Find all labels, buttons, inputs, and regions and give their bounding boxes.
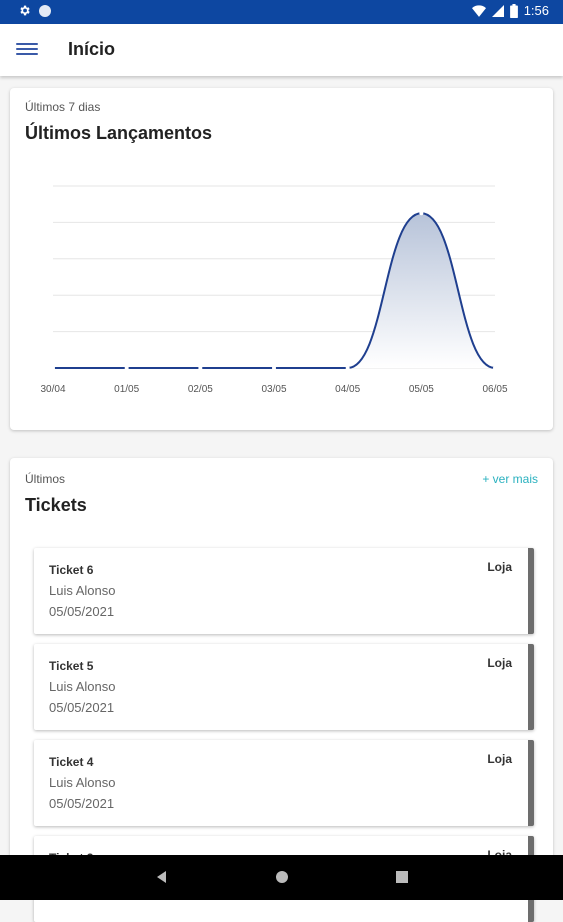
x-tick-label: 01/05 <box>114 384 139 395</box>
signal-icon <box>491 4 504 17</box>
recents-icon[interactable] <box>392 867 412 887</box>
ticket-date: 05/05/2021 <box>49 700 115 715</box>
chart-point <box>419 211 424 216</box>
ticket-item[interactable]: Ticket 6 Luis Alonso 05/05/2021 Loja <box>34 548 534 634</box>
battery-icon <box>509 3 518 18</box>
status-bar-right: 1:56 <box>471 3 549 18</box>
system-nav-bar <box>0 855 563 900</box>
tickets-card: Últimos + ver mais Tickets Ticket 6 Luis… <box>10 458 553 922</box>
ticket-store: Loja <box>487 560 512 574</box>
chart-series-line <box>53 212 496 370</box>
back-icon[interactable] <box>152 867 172 887</box>
chart-point <box>493 366 497 370</box>
status-time: 1:56 <box>523 3 549 18</box>
chart-point <box>272 366 276 370</box>
status-bar: 1:56 <box>0 0 563 24</box>
ticket-user: Luis Alonso <box>49 583 116 598</box>
tickets-title: Tickets <box>25 495 87 515</box>
wifi-icon <box>471 4 486 17</box>
ticket-title: Ticket 5 <box>49 659 94 673</box>
page-title: Início <box>68 39 116 59</box>
status-bar-left <box>18 4 51 17</box>
x-tick-label: 06/05 <box>482 384 507 395</box>
chart-point <box>51 366 55 370</box>
app-bar: Início <box>0 24 563 76</box>
launches-area-chart: 30/04 01/05 02/05 03/05 04/05 05/05 06/05 <box>40 185 508 395</box>
ticket-store: Loja <box>487 752 512 766</box>
ticket-date: 05/05/2021 <box>49 604 115 619</box>
ticket-date: 05/05/2021 <box>49 796 115 811</box>
chart-point <box>345 366 350 370</box>
ticket-item[interactable]: Ticket 4 Luis Alonso 05/05/2021 Loja <box>34 740 534 826</box>
gear-icon <box>20 5 30 16</box>
x-tick-label: 03/05 <box>261 384 286 395</box>
x-tick-label: 02/05 <box>188 384 213 395</box>
tickets-overline: Últimos <box>25 472 66 486</box>
x-tick-label: 30/04 <box>40 384 65 395</box>
ticket-store: Loja <box>487 656 512 670</box>
x-tick-label: 05/05 <box>409 384 434 395</box>
chart-overline: Últimos 7 dias <box>25 100 101 114</box>
ticket-user: Luis Alonso <box>49 679 116 694</box>
ticket-title: Ticket 4 <box>49 755 94 769</box>
hamburger-menu-icon[interactable] <box>16 40 38 60</box>
see-more-link[interactable]: + ver mais <box>482 472 538 486</box>
chart-point <box>198 366 203 370</box>
home-icon[interactable] <box>272 867 292 887</box>
chart-area-fill <box>53 213 495 368</box>
ticket-user: Luis Alonso <box>49 775 116 790</box>
launches-chart-card: Últimos 7 dias Últimos Lançamentos 30/04… <box>10 88 553 430</box>
x-tick-label: 04/05 <box>335 384 360 395</box>
ticket-title: Ticket 6 <box>49 563 94 577</box>
ticket-item[interactable]: Ticket 5 Luis Alonso 05/05/2021 Loja <box>34 644 534 730</box>
circle-icon <box>39 4 51 17</box>
chart-point <box>124 366 129 370</box>
chart-card-title: Últimos Lançamentos <box>25 123 213 143</box>
